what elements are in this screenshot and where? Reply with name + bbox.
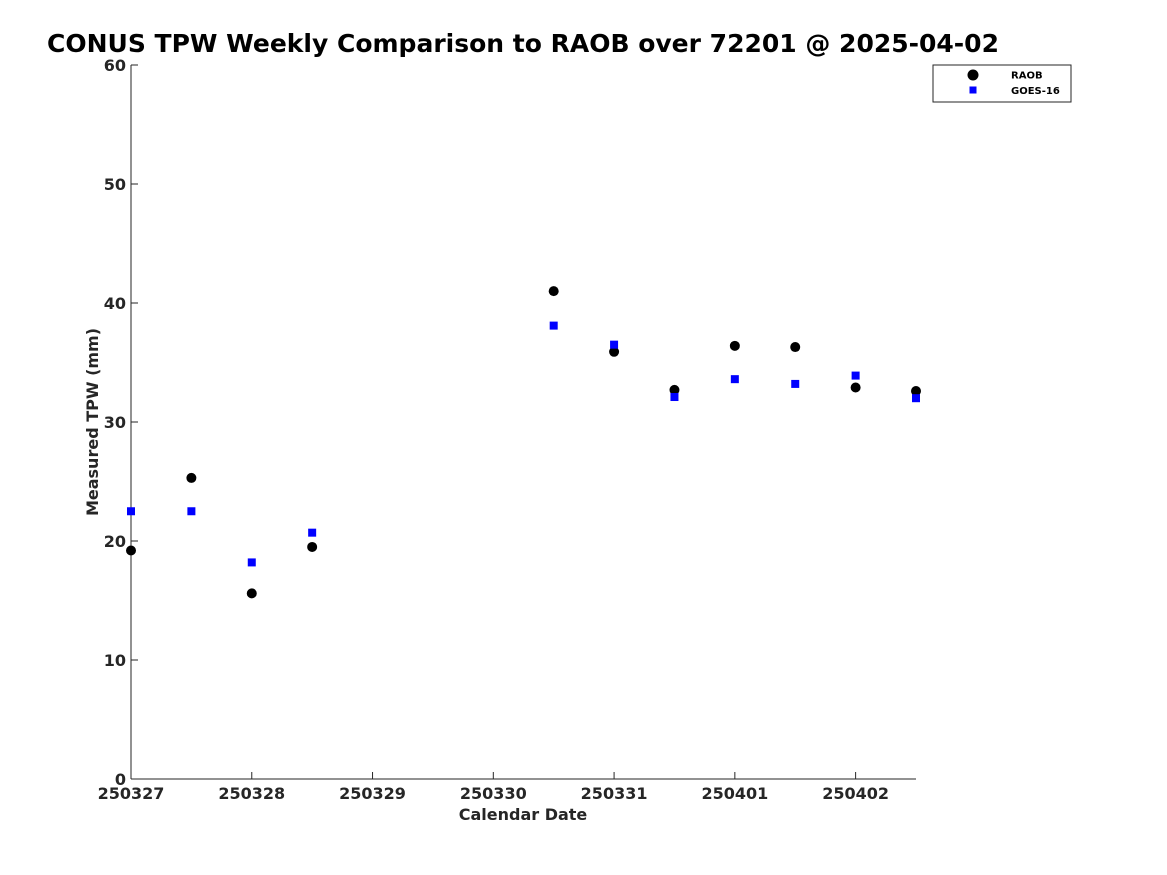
y-tick-label: 40 — [104, 294, 126, 313]
axes — [130, 65, 916, 780]
data-points — [126, 286, 921, 599]
raob-point — [850, 382, 861, 393]
raob-point — [548, 286, 559, 297]
goes-16-point — [851, 371, 860, 380]
y-tick-label: 60 — [104, 56, 126, 75]
legend-marker-raob — [967, 69, 979, 81]
raob-point — [126, 545, 136, 556]
y-ticks: 0 10 20 30 40 50 60 — [104, 56, 138, 789]
raob-point — [669, 384, 680, 395]
goes-16-point — [912, 394, 920, 403]
y-tick-label: 20 — [104, 532, 126, 551]
legend-box — [932, 64, 1072, 103]
goes-16-point — [730, 375, 739, 384]
goes-16-point — [549, 321, 558, 330]
raob-point — [729, 340, 740, 351]
y-tick-label: 30 — [104, 413, 126, 432]
goes-16-point — [127, 507, 135, 516]
x-tick-label: 250329 — [339, 784, 406, 803]
x-tick-label: 250401 — [701, 784, 768, 803]
x-tick-label: 250328 — [218, 784, 285, 803]
goes-16-point — [610, 340, 619, 349]
raob-point — [307, 541, 318, 552]
raob-point — [790, 342, 801, 353]
x-axis-label: Calendar Date — [459, 805, 588, 824]
x-ticks: 250327 250328 250329 250330 250331 250401 2504… — [98, 772, 889, 803]
x-tick-label: 250402 — [822, 784, 889, 803]
chart-title: CONUS TPW Weekly Comparison to RAOB over… — [47, 29, 999, 58]
legend-marker-goes — [969, 86, 977, 94]
y-tick-label: 10 — [104, 651, 126, 670]
raob-point — [186, 472, 197, 483]
x-tick-label: 250331 — [581, 784, 648, 803]
raob-point — [911, 386, 921, 397]
goes-16-point — [791, 379, 800, 388]
legend-label-goes: GOES-16 — [1011, 86, 1060, 97]
goes-16-point — [670, 393, 679, 402]
y-tick-label: 50 — [104, 175, 126, 194]
x-tick-label: 250327 — [98, 784, 165, 803]
legend-label-raob: RAOB — [1011, 71, 1043, 82]
y-tick-label: 0 — [115, 770, 126, 789]
raob-point — [609, 346, 620, 357]
x-tick-label: 250330 — [460, 784, 527, 803]
goes-16-point — [247, 558, 256, 567]
goes-16-point — [308, 528, 317, 537]
raob-point — [246, 588, 257, 599]
y-axis-label: Measured TPW (mm) — [83, 328, 102, 516]
goes-16-point — [187, 507, 196, 516]
legend: RAOB GOES-16 — [932, 64, 1072, 103]
